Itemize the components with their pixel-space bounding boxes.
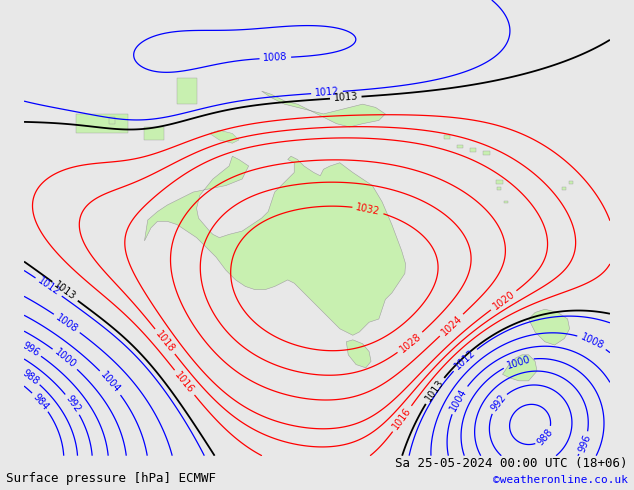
- Text: 992: 992: [489, 393, 508, 414]
- Polygon shape: [444, 135, 450, 139]
- Text: 1004: 1004: [99, 370, 122, 395]
- Text: 1016: 1016: [173, 370, 196, 395]
- Text: 996: 996: [576, 433, 592, 454]
- Polygon shape: [210, 130, 239, 143]
- Text: 1008: 1008: [263, 52, 288, 64]
- Polygon shape: [504, 200, 508, 203]
- Text: 1018: 1018: [153, 329, 176, 354]
- Text: Sa 25-05-2024 00:00 UTC (18+06): Sa 25-05-2024 00:00 UTC (18+06): [395, 457, 628, 470]
- Text: 1004: 1004: [448, 387, 469, 413]
- Text: 996: 996: [20, 341, 41, 359]
- Polygon shape: [457, 145, 463, 148]
- Polygon shape: [496, 180, 503, 184]
- Polygon shape: [470, 148, 477, 152]
- Text: 1028: 1028: [398, 331, 423, 354]
- Text: Surface pressure [hPa] ECMWF: Surface pressure [hPa] ECMWF: [6, 472, 216, 485]
- Text: 992: 992: [63, 394, 82, 415]
- Polygon shape: [503, 355, 537, 381]
- Polygon shape: [145, 156, 406, 335]
- Text: 984: 984: [30, 392, 50, 412]
- Text: ©weatheronline.co.uk: ©weatheronline.co.uk: [493, 475, 628, 485]
- Text: 1012: 1012: [453, 348, 477, 372]
- Text: 1032: 1032: [355, 202, 381, 217]
- Polygon shape: [497, 188, 501, 190]
- Polygon shape: [569, 181, 573, 184]
- Text: 1020: 1020: [491, 289, 517, 312]
- Polygon shape: [562, 188, 566, 190]
- Polygon shape: [145, 127, 164, 140]
- Text: 1013: 1013: [333, 92, 358, 103]
- Text: 1016: 1016: [391, 406, 413, 432]
- Text: 1000: 1000: [53, 347, 78, 370]
- Polygon shape: [76, 114, 128, 133]
- Text: 1013: 1013: [52, 280, 78, 302]
- Text: 1012: 1012: [36, 276, 61, 298]
- Text: 1008: 1008: [579, 332, 605, 351]
- Text: 1013: 1013: [424, 378, 446, 403]
- Text: 1008: 1008: [54, 312, 80, 334]
- Polygon shape: [177, 78, 197, 104]
- Polygon shape: [529, 309, 569, 345]
- Text: 988: 988: [536, 427, 555, 447]
- Text: 1024: 1024: [439, 313, 464, 337]
- Polygon shape: [108, 117, 115, 123]
- Text: 1000: 1000: [505, 354, 531, 370]
- Polygon shape: [483, 151, 489, 155]
- Text: 1012: 1012: [314, 87, 340, 98]
- Text: 988: 988: [20, 368, 41, 387]
- Polygon shape: [262, 91, 385, 127]
- Polygon shape: [346, 340, 371, 368]
